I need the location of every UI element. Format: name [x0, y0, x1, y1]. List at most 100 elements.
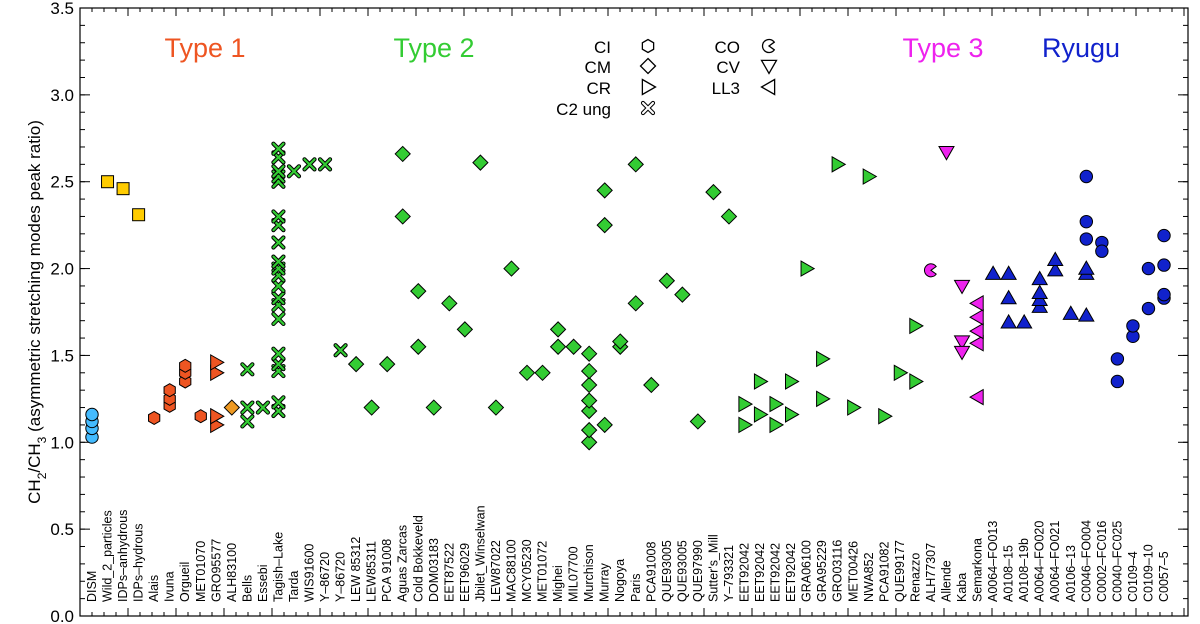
- legend-label: C2 ung: [556, 100, 611, 119]
- y-tick-label: 1.0: [50, 433, 74, 452]
- y-tick-label: 3.0: [50, 86, 74, 105]
- data-point: [1095, 244, 1109, 258]
- legend-label: CI: [594, 38, 611, 57]
- category-label: EET92042: [769, 543, 783, 602]
- data-point: [953, 345, 971, 361]
- data-point: [1141, 261, 1156, 276]
- category-label: QUE93005: [675, 540, 689, 602]
- category-label: MET01072: [536, 541, 550, 602]
- category-label: Bells: [240, 575, 254, 602]
- category-label: MCY05230: [520, 539, 534, 602]
- legend-marker: [760, 59, 778, 75]
- data-point: [441, 295, 458, 312]
- category-label: C0057–5: [1157, 551, 1171, 602]
- cross-stroke: [272, 165, 285, 178]
- data-point: [596, 416, 613, 434]
- data-point: [596, 182, 613, 199]
- category-label: Aguas Zarcas: [396, 525, 410, 602]
- category-label: Tarda: [287, 571, 301, 602]
- legend-marker: [760, 78, 776, 96]
- category-label: Allende: [939, 560, 953, 602]
- data-point: [580, 434, 598, 451]
- category-label: Murray: [598, 562, 612, 602]
- category-label: GRA06100: [800, 540, 814, 602]
- data-point: [194, 409, 207, 424]
- data-point: [1000, 313, 1017, 329]
- cross-stroke: [272, 236, 285, 249]
- cross-stroke: [272, 358, 285, 371]
- data-point: [271, 357, 286, 372]
- category-label: Cold Bokkeveld: [411, 515, 425, 602]
- data-point: [1031, 284, 1049, 300]
- cross-stroke: [641, 101, 655, 115]
- data-point: [148, 410, 161, 426]
- data-point: [738, 416, 754, 434]
- cross-stroke: [272, 255, 285, 268]
- legend-marker: [639, 57, 657, 75]
- data-point: [163, 383, 176, 398]
- category-label: GRO95577: [209, 539, 223, 602]
- data-point: [769, 416, 785, 434]
- group-label: Ryugu: [1042, 33, 1120, 63]
- y-tick-label: 3.5: [50, 0, 74, 18]
- data-point: [580, 402, 598, 420]
- category-label: Renazzo: [908, 553, 922, 602]
- category-label: A0108–19b: [1017, 538, 1031, 602]
- data-point: [580, 362, 598, 380]
- category-label: GRA95229: [815, 540, 829, 602]
- plot-frame: [79, 7, 1189, 617]
- legend-label: CM: [585, 58, 611, 77]
- cross-stroke: [241, 363, 254, 376]
- data-point: [85, 407, 99, 422]
- cross-stroke: [303, 158, 316, 171]
- category-label: PCA91082: [877, 541, 891, 602]
- data-point: [1141, 301, 1156, 316]
- data-point: [953, 279, 971, 295]
- data-point: [580, 376, 598, 394]
- data-point: [953, 335, 971, 351]
- data-point: [580, 421, 598, 439]
- cross-stroke: [241, 401, 254, 414]
- legend-marker: [761, 38, 776, 54]
- data-point: [923, 263, 937, 278]
- category-label: Ivuna: [163, 571, 177, 602]
- data-point: [271, 278, 286, 294]
- data-point: [969, 294, 984, 312]
- data-point: [909, 317, 924, 335]
- data-point: [738, 395, 754, 413]
- data-point: [1046, 251, 1064, 267]
- data-point: [549, 338, 567, 355]
- data-point: [1079, 214, 1094, 229]
- data-point: [580, 392, 598, 409]
- data-point: [596, 216, 613, 234]
- data-point: [1157, 258, 1171, 272]
- data-point: [909, 373, 924, 390]
- data-point: [938, 146, 955, 161]
- data-point: [878, 407, 893, 425]
- data-point: [317, 157, 333, 172]
- category-label: C0109–4: [1126, 551, 1140, 602]
- y-tick-label: 0.5: [50, 520, 74, 539]
- category-label: Jbilet_Winselwan: [473, 505, 487, 602]
- data-point: [302, 157, 317, 172]
- category-label: Paris: [629, 574, 643, 602]
- category-label: ALH77307: [924, 543, 938, 602]
- data-point: [271, 141, 286, 156]
- category-label: Semarkona: [971, 538, 985, 602]
- category-label: C0040–FC025: [1110, 521, 1124, 602]
- data-point: [116, 182, 130, 196]
- data-point: [565, 338, 582, 355]
- data-point: [271, 346, 286, 361]
- data-point: [612, 333, 629, 350]
- category-label: Tagish–Lake: [271, 532, 285, 602]
- data-point: [831, 155, 847, 173]
- data-point: [1126, 319, 1140, 333]
- data-point: [1015, 313, 1033, 329]
- data-point: [862, 168, 878, 185]
- data-point: [503, 260, 520, 277]
- category-label: EET92042: [738, 543, 752, 602]
- category-label: QUE99177: [893, 540, 907, 602]
- y-tick-label: 2.5: [50, 173, 74, 192]
- y-tick-label: 2.0: [50, 260, 74, 279]
- category-label: A0064–FO013: [986, 521, 1000, 602]
